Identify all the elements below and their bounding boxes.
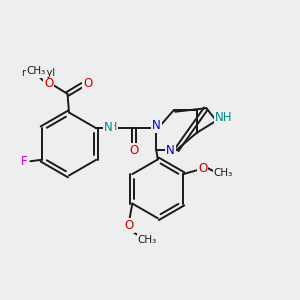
- Text: N: N: [152, 119, 161, 132]
- Text: CH₃: CH₃: [26, 65, 46, 76]
- Text: NH: NH: [215, 111, 232, 124]
- Text: F: F: [21, 155, 28, 168]
- Text: methyl: methyl: [21, 68, 55, 78]
- Text: CH₃: CH₃: [213, 168, 232, 178]
- Text: N: N: [166, 144, 175, 157]
- Text: O: O: [129, 144, 138, 157]
- Text: O: O: [83, 77, 92, 90]
- Text: O: O: [44, 77, 53, 90]
- Text: H: H: [109, 122, 117, 132]
- Text: CH₃: CH₃: [138, 235, 157, 244]
- Text: O: O: [198, 162, 207, 175]
- Text: N: N: [104, 121, 113, 134]
- Text: O: O: [125, 219, 134, 232]
